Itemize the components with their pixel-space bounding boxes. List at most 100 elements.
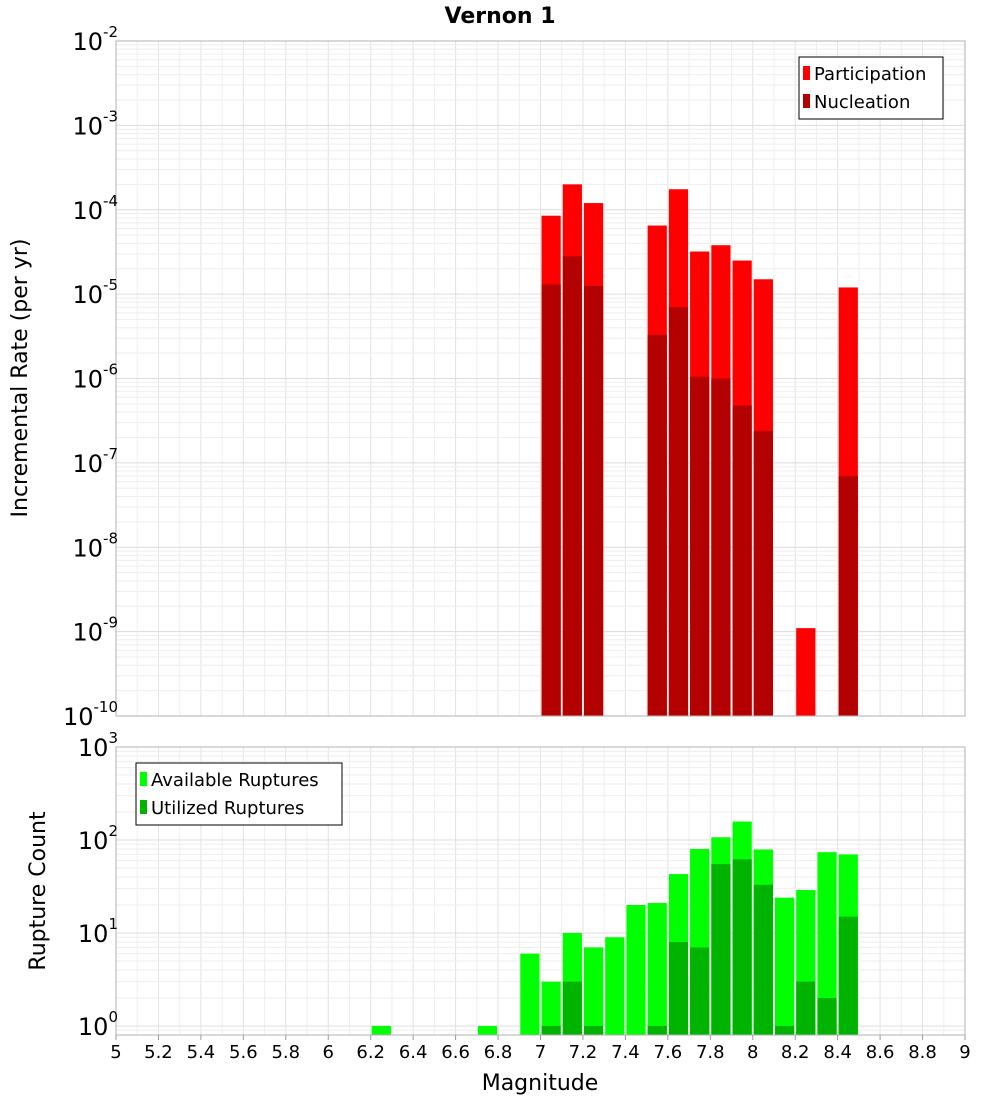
top-plot-frame xyxy=(115,40,966,717)
bar-utilized-ruptures xyxy=(583,1025,604,1035)
x-tick-label: 7.6 xyxy=(654,1042,683,1063)
bar-available-ruptures xyxy=(541,981,561,1035)
y-tick-base: 10 xyxy=(78,920,109,948)
y-tick-exponent: -7 xyxy=(103,445,118,463)
bar-utilized-ruptures xyxy=(562,981,582,1035)
y-tick-exponent: 0 xyxy=(108,1008,118,1026)
bar-nucleation xyxy=(690,376,710,716)
y-tick-base: 10 xyxy=(72,534,103,562)
bar-available-ruptures xyxy=(520,953,540,1035)
y-tick-exponent: 3 xyxy=(108,729,118,747)
y-tick-label: 10-8 xyxy=(72,529,118,562)
top-plot-bars xyxy=(541,184,858,717)
x-tick-label: 6.8 xyxy=(484,1042,513,1063)
x-tick-label: 6.4 xyxy=(399,1042,428,1063)
x-tick-labels: 5 5.2 5.4 5.6 5.8 6 6.2 6.4 6.6 6.8 7 7.2 7.4 7.6 7.8 8… xyxy=(110,1035,971,1063)
y-tick-label: 101 xyxy=(78,915,118,948)
y-tick-label: 10-2 xyxy=(72,23,118,56)
x-axis-label: Magnitude xyxy=(482,1071,599,1096)
bar-nucleation xyxy=(562,256,582,716)
x-tick-label: 8.6 xyxy=(866,1042,895,1063)
bar-nucleation xyxy=(583,285,604,716)
x-tick-label: 8.8 xyxy=(908,1042,937,1063)
legend-swatch xyxy=(803,66,810,80)
y-tick-exponent: -4 xyxy=(103,192,118,210)
bar-utilized-ruptures xyxy=(838,916,858,1035)
bar-utilized-ruptures xyxy=(690,947,710,1035)
y-tick-base: 10 xyxy=(72,450,103,478)
bar-participation xyxy=(796,628,816,716)
bar-utilized-ruptures xyxy=(732,859,752,1035)
bar-nucleation xyxy=(711,378,731,716)
top-plot-grid xyxy=(115,40,966,717)
y-tick-exponent: 2 xyxy=(108,822,118,840)
bar-nucleation xyxy=(647,334,667,716)
y-tick-base: 10 xyxy=(72,197,103,225)
bar-utilized-ruptures xyxy=(541,1025,561,1035)
legend-swatch xyxy=(140,800,147,814)
x-tick-label: 6 xyxy=(323,1042,334,1063)
bar-nucleation xyxy=(541,284,561,716)
y-tick-exponent: -8 xyxy=(103,529,118,547)
x-tick-label: 9 xyxy=(959,1042,970,1063)
bar-available-ruptures xyxy=(583,947,604,1035)
y-tick-label: 10-3 xyxy=(72,107,118,140)
y-tick-label: 10-5 xyxy=(72,276,118,309)
legend-swatch xyxy=(803,94,810,108)
legend-label: Nucleation xyxy=(814,92,910,113)
bar-nucleation xyxy=(668,307,689,716)
y-tick-base: 10 xyxy=(78,1013,109,1041)
legend-box xyxy=(135,762,343,826)
x-tick-label: 8.4 xyxy=(823,1042,852,1063)
bottom-y-axis-label: Rupture Count xyxy=(26,811,51,971)
y-tick-label: 10-6 xyxy=(72,361,118,394)
x-tick-label: 6.2 xyxy=(356,1042,385,1063)
y-tick-label: 102 xyxy=(78,822,118,855)
bottom-plot-bars xyxy=(371,821,858,1035)
bar-utilized-ruptures xyxy=(774,1025,795,1035)
bar-utilized-ruptures xyxy=(647,1025,667,1035)
bar-utilized-ruptures xyxy=(796,981,816,1035)
x-tick-label: 7.4 xyxy=(611,1042,640,1063)
y-tick-label: 100 xyxy=(78,1008,118,1041)
y-tick-label: 10-4 xyxy=(72,192,118,225)
chart-title: Vernon 1 xyxy=(445,4,556,29)
top-legend: Participation Nucleation xyxy=(798,56,944,120)
x-tick-label: 6.6 xyxy=(441,1042,470,1063)
y-tick-label: 10-7 xyxy=(72,445,118,478)
x-tick-label: 5 xyxy=(110,1042,121,1063)
bar-available-ruptures xyxy=(647,903,667,1035)
y-tick-base: 10 xyxy=(72,281,103,309)
y-tick-label: 10-10 xyxy=(63,698,118,731)
y-tick-exponent: -2 xyxy=(103,23,118,41)
x-tick-label: 7 xyxy=(535,1042,546,1063)
y-tick-exponent: -6 xyxy=(103,361,118,379)
x-tick-label: 8 xyxy=(747,1042,758,1063)
legend-swatch xyxy=(140,772,147,786)
y-tick-label: 10-9 xyxy=(72,614,118,647)
x-tick-label: 5.4 xyxy=(187,1042,216,1063)
x-tick-label: 5.2 xyxy=(144,1042,173,1063)
y-tick-base: 10 xyxy=(72,112,103,140)
y-tick-exponent: -3 xyxy=(103,107,118,125)
bar-available-ruptures xyxy=(817,852,837,1035)
y-tick-exponent: 1 xyxy=(108,915,118,933)
bar-available-ruptures xyxy=(774,897,795,1035)
bar-available-ruptures xyxy=(371,1025,391,1035)
y-tick-exponent: -9 xyxy=(103,614,118,632)
y-tick-base: 10 xyxy=(78,734,109,762)
bar-nucleation xyxy=(838,475,858,716)
legend-box xyxy=(798,56,944,120)
bar-utilized-ruptures xyxy=(753,884,773,1035)
x-tick-label: 5.8 xyxy=(271,1042,300,1063)
y-tick-base: 10 xyxy=(78,827,109,855)
bar-utilized-ruptures xyxy=(668,942,689,1035)
legend-label: Utilized Ruptures xyxy=(151,798,304,819)
y-tick-exponent: -10 xyxy=(94,698,119,716)
top-y-axis-label: Incremental Rate (per yr) xyxy=(8,239,33,518)
bottom-legend: Available Ruptures Utilized Ruptures xyxy=(135,762,343,826)
y-tick-exponent: -5 xyxy=(103,276,118,294)
